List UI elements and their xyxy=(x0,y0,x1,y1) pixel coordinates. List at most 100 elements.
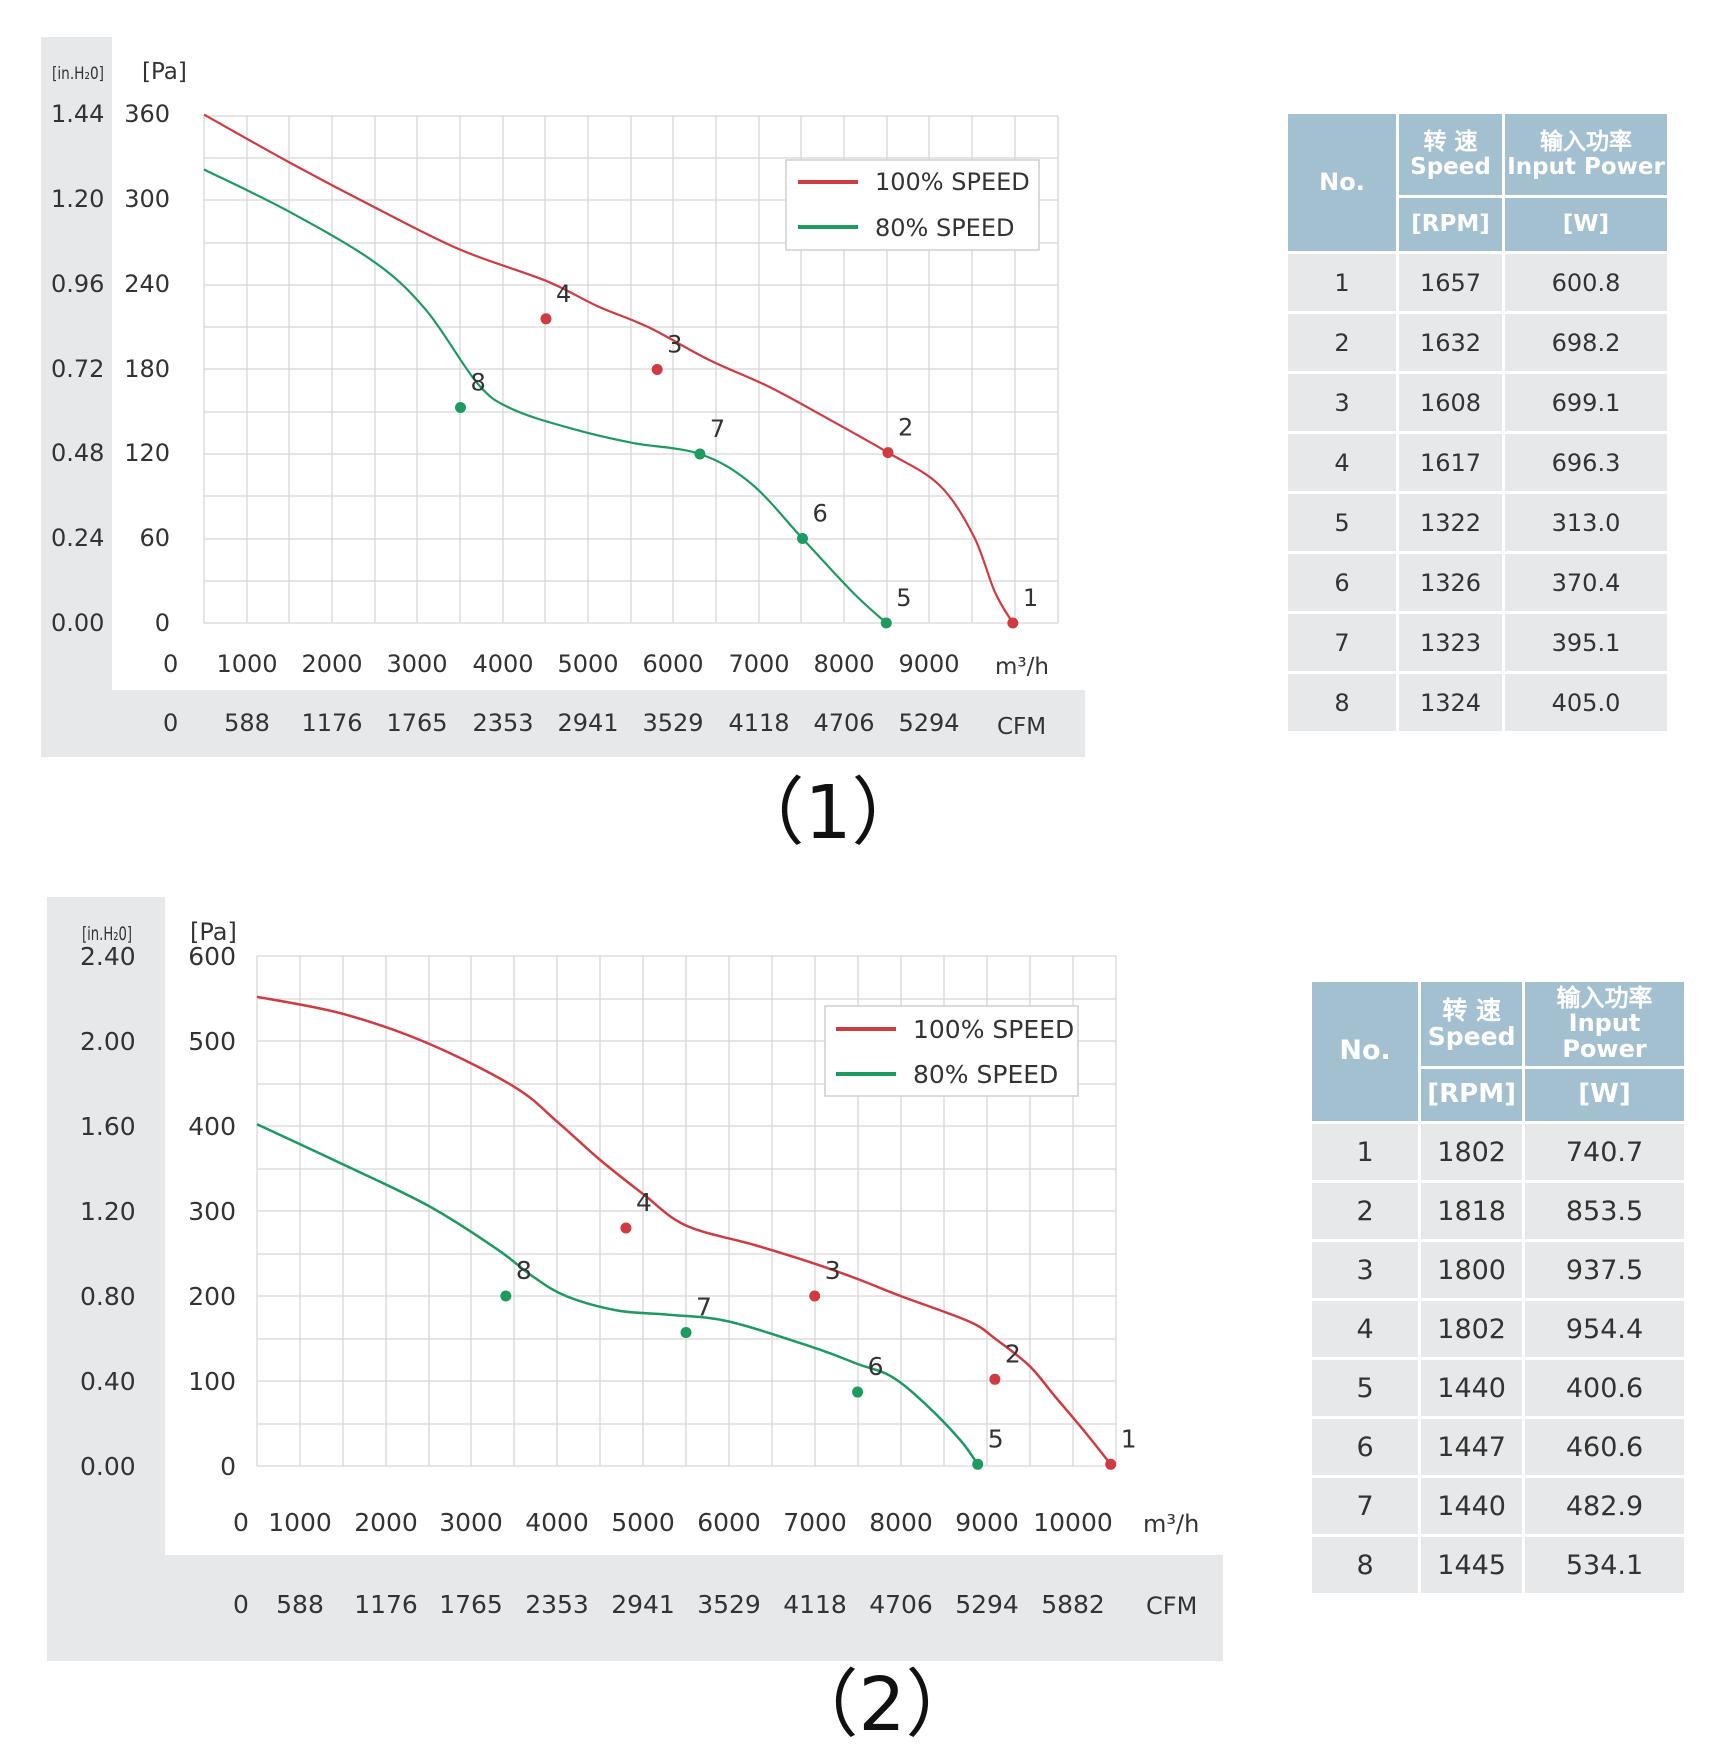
cell-speed: 1322 xyxy=(1399,494,1502,551)
cell-power: 699.1 xyxy=(1505,374,1667,431)
cell-speed: 1657 xyxy=(1399,254,1502,311)
x-tick-label: 8000 xyxy=(813,650,874,678)
cell-speed: 1324 xyxy=(1399,674,1502,731)
cell-speed: 1800 xyxy=(1421,1242,1523,1298)
col-speed-cn: 转 速 xyxy=(1442,995,1501,1025)
y2-tick-label: 0.40 xyxy=(80,1367,136,1396)
operating-point-label-8: 8 xyxy=(516,1256,532,1285)
table-body: 1 1802 740.7 2 1818 853.5 3 1800 937.5 4 1802 954.4… xyxy=(1312,1124,1684,1593)
operating-point-label-5: 5 xyxy=(988,1424,1004,1453)
operating-point-5 xyxy=(880,617,892,629)
cell-power: 698.2 xyxy=(1505,314,1667,371)
x2-tick-label: 2353 xyxy=(525,1590,589,1619)
y-tick-label: 360 xyxy=(124,100,170,128)
x-tick-label: 3000 xyxy=(386,650,447,678)
operating-point-3 xyxy=(809,1290,821,1302)
cell-no: 2 xyxy=(1312,1183,1419,1239)
cell-no: 5 xyxy=(1288,494,1396,551)
unit-inh2o-label: [in.H₂0] xyxy=(52,64,104,84)
col-power-en: Input Power xyxy=(1562,1009,1647,1063)
cell-no: 2 xyxy=(1288,314,1396,371)
col-power-unit: [W] xyxy=(1525,1069,1684,1121)
y2-tick-label: 0.48 xyxy=(51,439,104,467)
bottom-axis-band xyxy=(41,690,1085,757)
cell-speed: 1802 xyxy=(1421,1301,1523,1357)
operating-point-6 xyxy=(797,533,808,544)
cell-power: 600.8 xyxy=(1505,254,1667,311)
operating-point-4 xyxy=(620,1222,632,1234)
panel-label-1: （1） xyxy=(730,770,926,856)
operating-point-label-4: 4 xyxy=(636,1188,652,1217)
cell-no: 7 xyxy=(1288,614,1396,671)
cell-speed: 1608 xyxy=(1399,374,1502,431)
cell-no: 8 xyxy=(1288,674,1396,731)
col-power-cn: 输入功率 xyxy=(1540,129,1632,156)
operating-point-1 xyxy=(1105,1458,1117,1470)
x-tick-label: 1000 xyxy=(216,650,277,678)
x2-tick-label: 1176 xyxy=(354,1590,418,1619)
series-line-100-speed xyxy=(203,113,1014,624)
table-row: 8 1445 534.1 xyxy=(1312,1537,1684,1593)
col-speed-en: Speed xyxy=(1410,153,1491,180)
cell-speed: 1617 xyxy=(1399,434,1502,491)
x2-tick-label: 0 xyxy=(163,709,178,737)
cell-speed: 1632 xyxy=(1399,314,1502,371)
y2-tick-label: 0.96 xyxy=(51,270,104,298)
x-tick-label: 8000 xyxy=(869,1508,933,1537)
col-power-cn: 输入功率 xyxy=(1556,984,1653,1013)
unit-inh2o-label: [in.H₂0] xyxy=(82,923,132,945)
col-no-header: No. xyxy=(1288,114,1396,251)
operating-point-label-7: 7 xyxy=(696,1293,712,1322)
cell-power: 954.4 xyxy=(1525,1301,1684,1357)
table-row: 2 1632 698.2 xyxy=(1288,314,1667,371)
operating-point-1 xyxy=(1007,617,1019,629)
cell-no: 4 xyxy=(1288,434,1396,491)
spec-table-2: No. 转 速 Speed 输入功率 Input Power [RPM] [W]… xyxy=(1309,979,1687,1596)
x2-tick-label: 3529 xyxy=(642,709,703,737)
operating-point-7 xyxy=(694,448,706,460)
operating-point-5 xyxy=(972,1458,984,1470)
x-tick-label: 9000 xyxy=(898,650,959,678)
series-line-100-speed xyxy=(256,995,1112,1466)
table-row: 6 1447 460.6 xyxy=(1312,1419,1684,1475)
x-tick-label: 5000 xyxy=(557,650,618,678)
col-speed-unit: [RPM] xyxy=(1421,1069,1523,1121)
table-row: 1 1802 740.7 xyxy=(1312,1124,1684,1180)
x2-tick-label: 5294 xyxy=(955,1590,1019,1619)
x2-tick-label: 3529 xyxy=(697,1590,761,1619)
y-tick-label: 500 xyxy=(188,1027,236,1056)
y2-tick-label: 0.00 xyxy=(80,1452,136,1481)
y-tick-label: 0 xyxy=(155,609,170,637)
x2-tick-label: 4706 xyxy=(813,709,874,737)
y-tick-label: 300 xyxy=(188,1197,236,1226)
x2-tick-label: 1765 xyxy=(386,709,447,737)
y2-tick-label: 0.80 xyxy=(80,1282,136,1311)
cell-no: 6 xyxy=(1312,1419,1419,1475)
x-tick-label: 6000 xyxy=(642,650,703,678)
x2-tick-label: 4706 xyxy=(869,1590,933,1619)
y-tick-label: 400 xyxy=(188,1112,236,1141)
cell-power: 740.7 xyxy=(1525,1124,1684,1180)
x-tick-label: 7000 xyxy=(728,650,789,678)
col-power-header: 输入功率 Input Power xyxy=(1505,114,1667,195)
unit-cfm-label: CFM xyxy=(997,714,1046,740)
col-speed-en: Speed xyxy=(1427,1022,1516,1051)
cell-speed: 1447 xyxy=(1421,1419,1523,1475)
x2-tick-label: 5882 xyxy=(1041,1590,1105,1619)
legend-label-80: 80% SPEED xyxy=(875,214,1015,242)
cell-power: 937.5 xyxy=(1525,1242,1684,1298)
cell-speed: 1440 xyxy=(1421,1478,1523,1534)
cell-speed: 1802 xyxy=(1421,1124,1523,1180)
table-row: 3 1800 937.5 xyxy=(1312,1242,1684,1298)
curves xyxy=(256,995,1112,1466)
x-tick-label: 0 xyxy=(233,1508,249,1537)
col-speed-header: 转 速 Speed xyxy=(1399,114,1502,195)
table-row: 7 1440 482.9 xyxy=(1312,1478,1684,1534)
x2-tick-label: 0 xyxy=(233,1590,249,1619)
x-tick-label: 4000 xyxy=(472,650,533,678)
operating-point-label-2: 2 xyxy=(1005,1339,1021,1368)
x2-tick-label: 5294 xyxy=(898,709,959,737)
x-tick-label: 10000 xyxy=(1033,1508,1113,1537)
y-tick-label: 180 xyxy=(124,355,170,383)
